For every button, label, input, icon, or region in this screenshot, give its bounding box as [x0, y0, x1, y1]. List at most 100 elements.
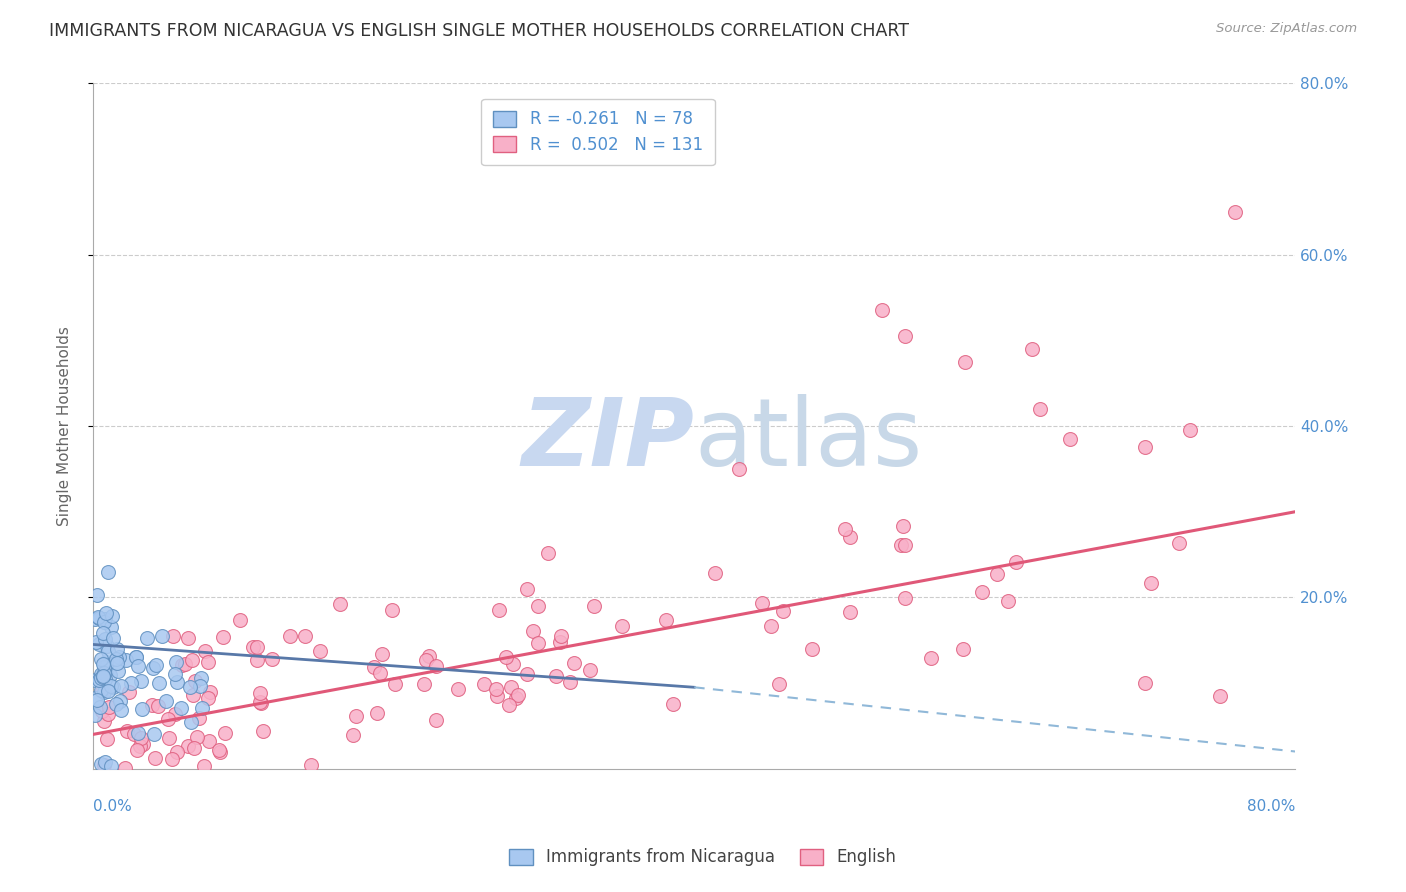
- Point: [89, 699, 111, 714]
- Point: [91, 670, 114, 684]
- Point: [1180, 423, 1202, 437]
- Point: [1133, 676, 1156, 690]
- Point: [83, 708, 105, 723]
- Point: [110, 679, 132, 693]
- Point: [141, 698, 163, 712]
- Point: [191, 701, 214, 715]
- Legend: Immigrants from Nicaragua, English: Immigrants from Nicaragua, English: [503, 842, 903, 873]
- Point: [94, 612, 117, 626]
- Point: [299, 758, 322, 772]
- Point: [527, 599, 550, 614]
- Point: [194, 643, 217, 657]
- Point: [368, 666, 391, 681]
- Point: [472, 677, 495, 691]
- Point: [129, 674, 152, 689]
- Point: [84, 635, 107, 649]
- Point: [548, 635, 571, 649]
- Point: [117, 723, 139, 738]
- Point: [93, 685, 115, 699]
- Point: [870, 303, 893, 318]
- Point: [558, 675, 581, 690]
- Point: [163, 707, 186, 722]
- Point: [93, 672, 115, 686]
- Point: [772, 604, 794, 618]
- Point: [98, 668, 121, 682]
- Point: [309, 643, 332, 657]
- Point: [100, 679, 122, 693]
- Point: [93, 666, 115, 681]
- Point: [177, 739, 200, 754]
- Point: [183, 688, 205, 702]
- Point: [537, 546, 560, 560]
- Point: [363, 660, 385, 674]
- Point: [193, 759, 215, 773]
- Point: [87, 610, 110, 624]
- Point: [94, 755, 117, 769]
- Point: [110, 694, 132, 708]
- Point: [94, 632, 117, 646]
- Point: [125, 649, 148, 664]
- Point: [86, 588, 108, 602]
- Point: [170, 658, 193, 673]
- Point: [834, 522, 856, 536]
- Point: [128, 739, 150, 754]
- Point: [952, 641, 974, 656]
- Point: [173, 657, 195, 671]
- Point: [97, 565, 120, 579]
- Point: [890, 538, 912, 552]
- Point: [294, 629, 316, 643]
- Point: [122, 726, 145, 740]
- Point: [105, 656, 128, 670]
- Point: [125, 743, 148, 757]
- Point: [98, 699, 121, 714]
- Point: [90, 683, 112, 698]
- Point: [252, 724, 274, 739]
- Point: [485, 682, 508, 697]
- Point: [143, 751, 166, 765]
- Point: [97, 644, 120, 658]
- Point: [94, 665, 117, 679]
- Point: [96, 658, 118, 673]
- Point: [198, 734, 221, 748]
- Point: [166, 674, 188, 689]
- Point: [190, 679, 212, 693]
- Point: [145, 657, 167, 672]
- Point: [953, 355, 976, 369]
- Point: [839, 530, 862, 544]
- Point: [1059, 432, 1081, 446]
- Point: [90, 667, 112, 681]
- Text: IMMIGRANTS FROM NICARAGUA VS ENGLISH SINGLE MOTHER HOUSEHOLDS CORRELATION CHART: IMMIGRANTS FROM NICARAGUA VS ENGLISH SIN…: [49, 22, 910, 40]
- Point: [893, 591, 915, 606]
- Point: [96, 731, 118, 746]
- Point: [155, 694, 177, 708]
- Point: [91, 657, 114, 671]
- Point: [146, 698, 169, 713]
- Point: [127, 659, 149, 673]
- Point: [183, 741, 205, 756]
- Point: [516, 582, 538, 597]
- Point: [412, 677, 434, 691]
- Point: [1167, 536, 1189, 550]
- Point: [165, 655, 187, 669]
- Point: [93, 659, 115, 673]
- Point: [89, 757, 111, 772]
- Point: [163, 667, 186, 681]
- Point: [506, 688, 529, 702]
- Point: [447, 682, 470, 697]
- Point: [131, 737, 153, 751]
- Point: [197, 656, 219, 670]
- Point: [208, 745, 231, 759]
- Point: [83, 612, 105, 626]
- Point: [342, 728, 364, 742]
- Point: [582, 599, 605, 614]
- Point: [329, 597, 352, 611]
- Point: [83, 673, 105, 687]
- Point: [91, 625, 114, 640]
- Point: [87, 673, 110, 688]
- Point: [838, 605, 860, 619]
- Point: [516, 666, 538, 681]
- Point: [87, 611, 110, 625]
- Point: [211, 630, 233, 644]
- Point: [197, 690, 219, 705]
- Point: [579, 664, 602, 678]
